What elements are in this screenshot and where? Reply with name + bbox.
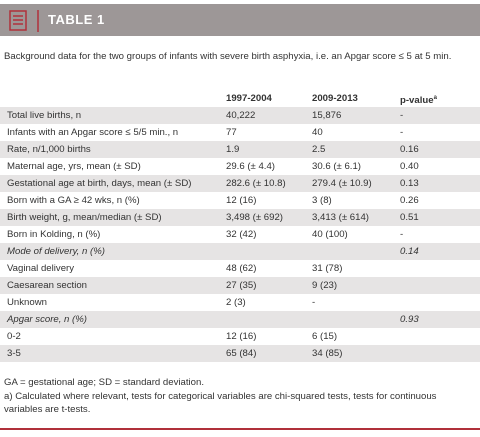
table-row: Apgar score, n (%) 0.93 <box>0 311 480 328</box>
row-label: Gestational age at birth, days, mean (± … <box>7 178 192 189</box>
row-label: Apgar score, n (%) <box>7 314 87 325</box>
cell-value: 32 (42) <box>226 229 257 240</box>
table-icon <box>9 10 39 32</box>
header-row: 1997-2004 2009-2013 p-valuea <box>0 90 480 107</box>
cell-value: 40 <box>312 127 323 138</box>
title: TABLE 1 <box>48 12 105 27</box>
row-label: Born in Kolding, n (%) <box>7 229 101 240</box>
row-label: 0-2 <box>7 331 21 342</box>
column-header: 2009-2013 <box>312 90 358 107</box>
row-label: Unknown <box>7 297 47 308</box>
cell-value: 30.6 (± 6.1) <box>312 161 361 172</box>
row-label: Born with a GA ≥ 42 wks, n (%) <box>7 195 140 206</box>
row-label: Mode of delivery, n (%) <box>7 246 105 257</box>
row-label: Maternal age, yrs, mean (± SD) <box>7 161 141 172</box>
row-label: Infants with an Apgar score ≤ 5/5 min., … <box>7 127 179 138</box>
cell-value: 48 (62) <box>226 263 257 274</box>
cell-value: 0.51 <box>400 212 419 223</box>
cell-value: 0.13 <box>400 178 419 189</box>
cell-value: 9 (23) <box>312 280 338 291</box>
cell-value: 6 (15) <box>312 331 338 342</box>
cell-value: 282.6 (± 10.8) <box>226 178 286 189</box>
bottom-rule <box>0 428 480 430</box>
caption: Background data for the two groups of in… <box>4 51 452 62</box>
cell-value: 3,498 (± 692) <box>226 212 284 223</box>
cell-value: 0.14 <box>400 246 419 257</box>
cell-value: 0.26 <box>400 195 419 206</box>
cell-value: - <box>400 127 404 138</box>
header-bar <box>0 4 480 36</box>
cell-value: 77 <box>226 127 237 138</box>
table-row: 3-5 65 (84) 34 (85) <box>0 345 480 362</box>
cell-value: 40,222 <box>226 110 256 121</box>
table-row: Unknown 2 (3) - <box>0 294 480 311</box>
row-label: Total live births, n <box>7 110 82 121</box>
cell-value: 34 (85) <box>312 348 343 359</box>
cell-value: 29.6 (± 4.4) <box>226 161 275 172</box>
column-header: p-valuea <box>400 90 437 109</box>
cell-value: - <box>312 297 316 308</box>
row-label: Birth weight, g, mean/median (± SD) <box>7 212 162 223</box>
column-header-text: p-value <box>400 95 434 107</box>
cell-value: 279.4 (± 10.9) <box>312 178 372 189</box>
row-label: Rate, n/1,000 births <box>7 144 91 155</box>
table-row: Gestational age at birth, days, mean (± … <box>0 175 480 192</box>
table-row: Vaginal delivery 48 (62) 31 (78) <box>0 260 480 277</box>
cell-value: 0.16 <box>400 144 419 155</box>
cell-value: - <box>400 110 404 121</box>
note-mark: a <box>433 95 437 101</box>
column-header-text: 1997-2004 <box>226 93 272 104</box>
table-row: Birth weight, g, mean/median (± SD) 3,498… <box>0 209 480 226</box>
cell-value: 3,413 (± 614) <box>312 212 370 223</box>
table-row: Total live births, n 40,222 15,876 - <box>0 107 480 124</box>
cell-value: 2 (3) <box>226 297 246 308</box>
cell-value: 40 (100) <box>312 229 348 240</box>
cell-value: 2.5 <box>312 144 326 155</box>
row-label: Vaginal delivery <box>7 263 75 274</box>
row-label: Caesarean section <box>7 280 87 291</box>
footnote: a) Calculated where relevant, tests for … <box>4 390 437 416</box>
table-row: Born in Kolding, n (%) 32 (42) 40 (100) - <box>0 226 480 243</box>
cell-value: 0.93 <box>400 314 419 325</box>
cell-value: 1.9 <box>226 144 240 155</box>
cell-value: 31 (78) <box>312 263 343 274</box>
table-row: Born with a GA ≥ 42 wks, n (%) 12 (16) 3 (… <box>0 192 480 209</box>
footnote: GA = gestational age; SD = standard devi… <box>4 377 205 388</box>
column-header-text: 2009-2013 <box>312 93 358 104</box>
cell-value: 0.40 <box>400 161 419 172</box>
cell-value: 12 (16) <box>226 331 257 342</box>
table-row: Caesarean section 27 (35) 9 (23) <box>0 277 480 294</box>
cell-value: 15,876 <box>312 110 342 121</box>
table-row: 0-2 12 (16) 6 (15) <box>0 328 480 345</box>
table-row: Rate, n/1,000 births 1.9 2.5 0.16 <box>0 141 480 158</box>
cell-value: - <box>400 229 404 240</box>
cell-value: 65 (84) <box>226 348 257 359</box>
cell-value: 27 (35) <box>226 280 257 291</box>
table-row: Mode of delivery, n (%) 0.14 <box>0 243 480 260</box>
cell-value: 3 (8) <box>312 195 332 206</box>
column-header: 1997-2004 <box>226 90 272 107</box>
cell-value: 12 (16) <box>226 195 257 206</box>
table-row: Maternal age, yrs, mean (± SD) 29.6 (± 4.… <box>0 158 480 175</box>
footnotes: GA = gestational age; SD = standard devi… <box>4 376 474 417</box>
row-label: 3-5 <box>7 348 21 359</box>
table-row: Infants with an Apgar score ≤ 5/5 min., … <box>0 124 480 141</box>
